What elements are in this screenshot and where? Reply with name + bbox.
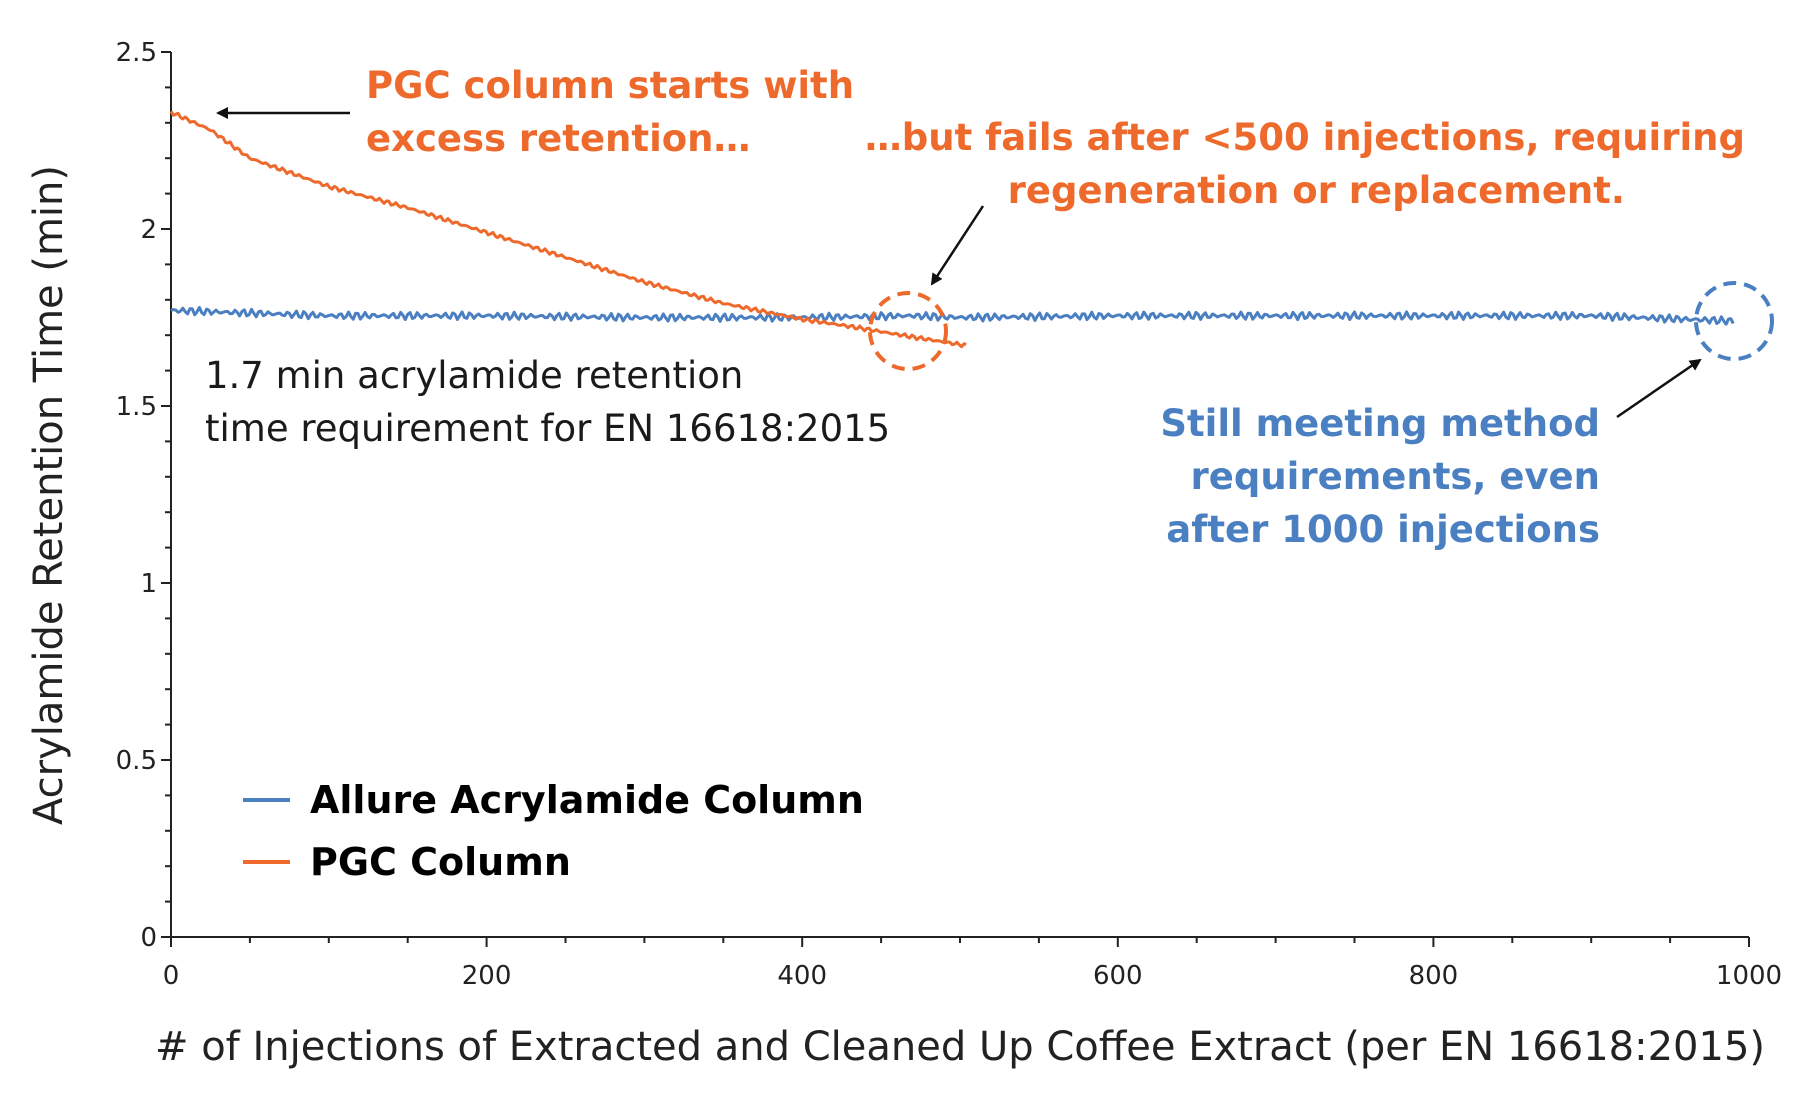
series-line-allure [170,306,1735,326]
series-layer [169,110,1735,349]
allure-annotation-line3: after 1000 injections [1166,508,1600,551]
y-tick-label: 2.5 [116,38,157,68]
x-axis-title: # of Injections of Extracted and Cleaned… [155,1024,1765,1070]
y-ticks: 0 0.5 1 1.5 2 2.5 [116,38,171,953]
legend-label-pgc: PGC Column [310,840,571,884]
x-tick-label: 800 [1409,961,1459,991]
pgc-fail-arrow [930,205,985,286]
pgc-start-annotation-line2: excess retention… [366,117,751,160]
x-ticks: 0 200 400 600 800 1000 [163,937,1782,991]
x-tick-label: 200 [462,961,512,991]
allure-annotation-line1: Still meeting method [1160,402,1600,445]
y-tick-label: 0 [140,923,157,953]
x-tick-label: 0 [163,961,180,991]
allure-annotation-line2: requirements, even [1191,455,1600,498]
legend-label-allure: Allure Acrylamide Column [310,778,864,822]
x-tick-label: 600 [1093,961,1143,991]
allure-arrow [1616,358,1702,419]
pgc-fail-annotation-line2: regeneration or replacement. [1008,169,1625,212]
allure-endpoint-circle [1694,281,1774,361]
pgc-start-annotation-line1: PGC column starts with [366,64,854,107]
y-tick-label: 0.5 [116,746,157,776]
requirement-annotation-line1: 1.7 min acrylamide retention [205,354,743,397]
y-tick-label: 1 [140,569,157,599]
series-line-pgc [169,110,967,349]
legend: Allure Acrylamide Column PGC Column [243,778,864,884]
pgc-failure-circle [868,291,948,371]
x-tick-label: 1000 [1716,961,1782,991]
x-tick-label: 400 [777,961,827,991]
y-tick-label: 2 [140,215,157,245]
pgc-fail-annotation-line1: …but fails after <500 injections, requir… [865,116,1745,159]
requirement-annotation-line2: time requirement for EN 16618:2015 [205,407,890,450]
axes: 0 0.5 1 1.5 2 2.5 0 200 400 600 800 1000 [116,38,1782,991]
y-tick-label: 1.5 [116,392,157,422]
y-axis-title: Acrylamide Retention Time (min) [26,165,72,825]
